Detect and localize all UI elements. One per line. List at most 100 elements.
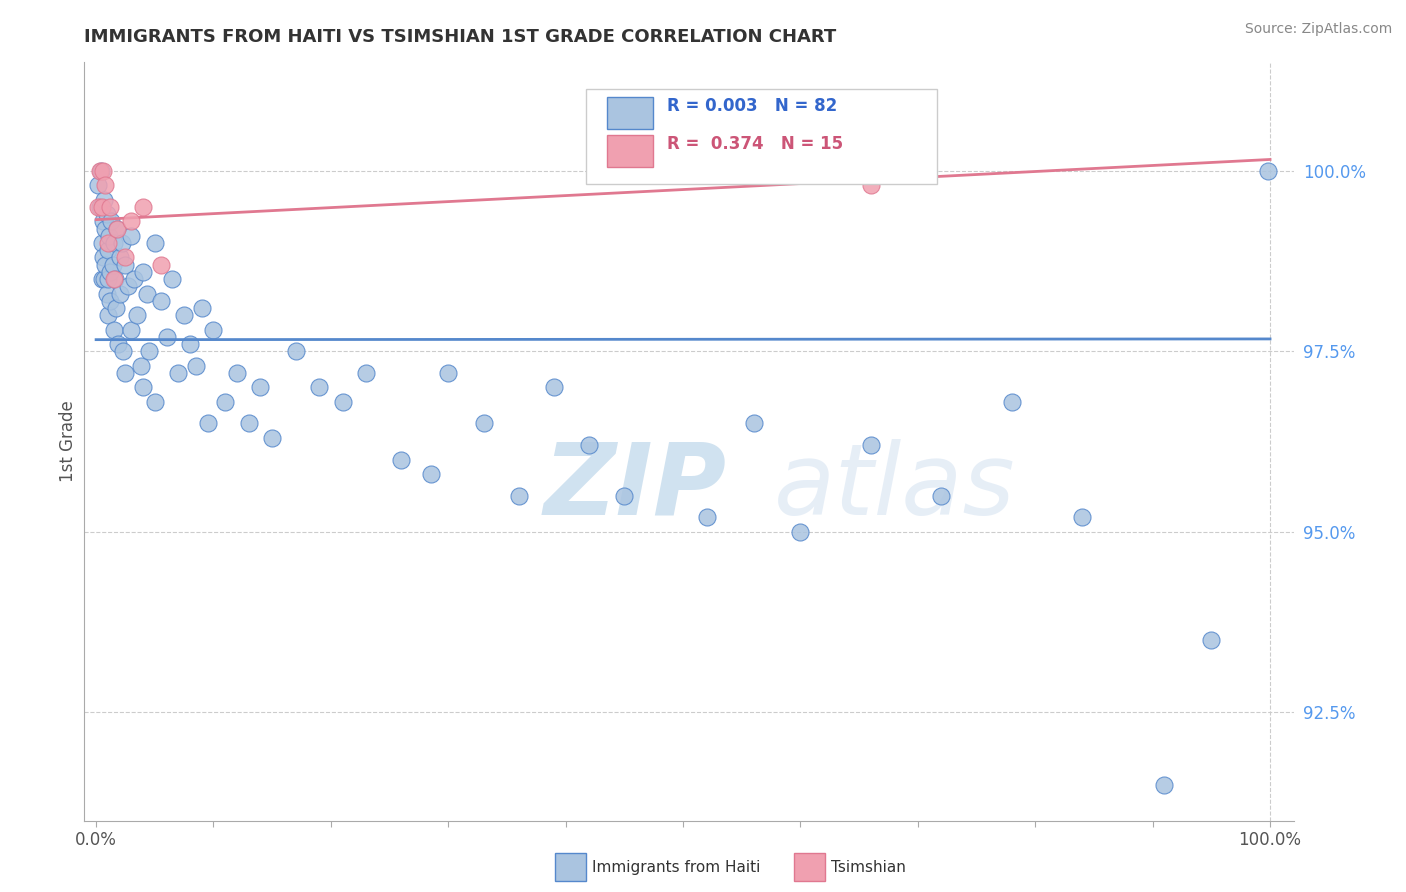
- Y-axis label: 1st Grade: 1st Grade: [59, 401, 77, 483]
- Point: [162, 272, 184, 286]
- Point: [120, 214, 142, 228]
- Point: [105, 221, 128, 235]
- Point: [93, 193, 115, 207]
- Point: [931, 489, 953, 503]
- Point: [1257, 163, 1279, 178]
- Point: [138, 344, 160, 359]
- Point: [197, 417, 219, 431]
- Point: [103, 323, 125, 337]
- Point: [578, 438, 600, 452]
- Point: [238, 417, 260, 431]
- Point: [135, 286, 157, 301]
- Point: [742, 417, 765, 431]
- Point: [155, 330, 177, 344]
- Point: [87, 178, 110, 193]
- Point: [89, 163, 111, 178]
- Point: [87, 200, 110, 214]
- Text: atlas: atlas: [773, 439, 1015, 535]
- Point: [108, 251, 131, 265]
- Point: [214, 394, 236, 409]
- Point: [1071, 510, 1094, 524]
- Text: R = 0.003   N = 82: R = 0.003 N = 82: [668, 97, 838, 115]
- Point: [103, 235, 125, 250]
- Point: [96, 207, 118, 221]
- Point: [117, 279, 139, 293]
- Point: [89, 200, 111, 214]
- Text: Tsimshian: Tsimshian: [831, 860, 905, 874]
- Point: [173, 308, 195, 322]
- Point: [332, 394, 354, 409]
- Point: [179, 337, 201, 351]
- Point: [789, 524, 811, 539]
- Point: [859, 438, 882, 452]
- Text: R =  0.374   N = 15: R = 0.374 N = 15: [668, 136, 844, 153]
- Point: [149, 258, 172, 272]
- Point: [94, 258, 117, 272]
- Point: [100, 214, 122, 228]
- Point: [132, 265, 155, 279]
- Point: [105, 301, 128, 315]
- Point: [419, 467, 441, 481]
- Point: [132, 380, 155, 394]
- Point: [91, 251, 114, 265]
- Point: [105, 221, 128, 235]
- Point: [112, 344, 135, 359]
- Point: [696, 510, 718, 524]
- Point: [167, 366, 190, 380]
- Point: [226, 366, 249, 380]
- Point: [114, 366, 136, 380]
- Point: [98, 200, 121, 214]
- Point: [149, 293, 172, 308]
- Point: [127, 308, 149, 322]
- Point: [98, 228, 121, 243]
- Point: [249, 380, 271, 394]
- Point: [543, 380, 565, 394]
- Point: [1001, 394, 1024, 409]
- Point: [111, 235, 134, 250]
- Text: Immigrants from Haiti: Immigrants from Haiti: [592, 860, 761, 874]
- Bar: [607, 136, 652, 167]
- Point: [143, 235, 166, 250]
- Point: [94, 178, 117, 193]
- Point: [613, 489, 636, 503]
- Point: [284, 344, 307, 359]
- Point: [91, 235, 114, 250]
- Point: [97, 235, 120, 250]
- Point: [93, 272, 115, 286]
- Point: [98, 265, 121, 279]
- Text: ZIP: ZIP: [544, 439, 727, 535]
- Point: [859, 178, 882, 193]
- Point: [96, 286, 118, 301]
- Point: [91, 200, 114, 214]
- Point: [813, 163, 835, 178]
- Point: [104, 272, 127, 286]
- Point: [120, 323, 142, 337]
- Point: [103, 272, 125, 286]
- Point: [91, 272, 114, 286]
- Point: [122, 272, 145, 286]
- Point: [91, 214, 114, 228]
- Text: IMMIGRANTS FROM HAITI VS TSIMSHIAN 1ST GRADE CORRELATION CHART: IMMIGRANTS FROM HAITI VS TSIMSHIAN 1ST G…: [84, 28, 837, 45]
- Point: [389, 452, 412, 467]
- Point: [262, 431, 284, 445]
- Point: [508, 489, 530, 503]
- Point: [94, 221, 117, 235]
- Point: [120, 228, 142, 243]
- Point: [114, 251, 136, 265]
- Text: Source: ZipAtlas.com: Source: ZipAtlas.com: [1244, 22, 1392, 37]
- Point: [1201, 633, 1223, 648]
- Bar: [607, 97, 652, 129]
- Point: [132, 200, 155, 214]
- Point: [97, 272, 120, 286]
- Point: [472, 417, 495, 431]
- Point: [108, 286, 131, 301]
- Point: [101, 258, 124, 272]
- Point: [97, 243, 120, 257]
- Point: [308, 380, 330, 394]
- Point: [91, 163, 114, 178]
- Point: [190, 301, 212, 315]
- Point: [90, 163, 112, 178]
- Point: [437, 366, 460, 380]
- Point: [1153, 778, 1175, 792]
- Point: [114, 258, 136, 272]
